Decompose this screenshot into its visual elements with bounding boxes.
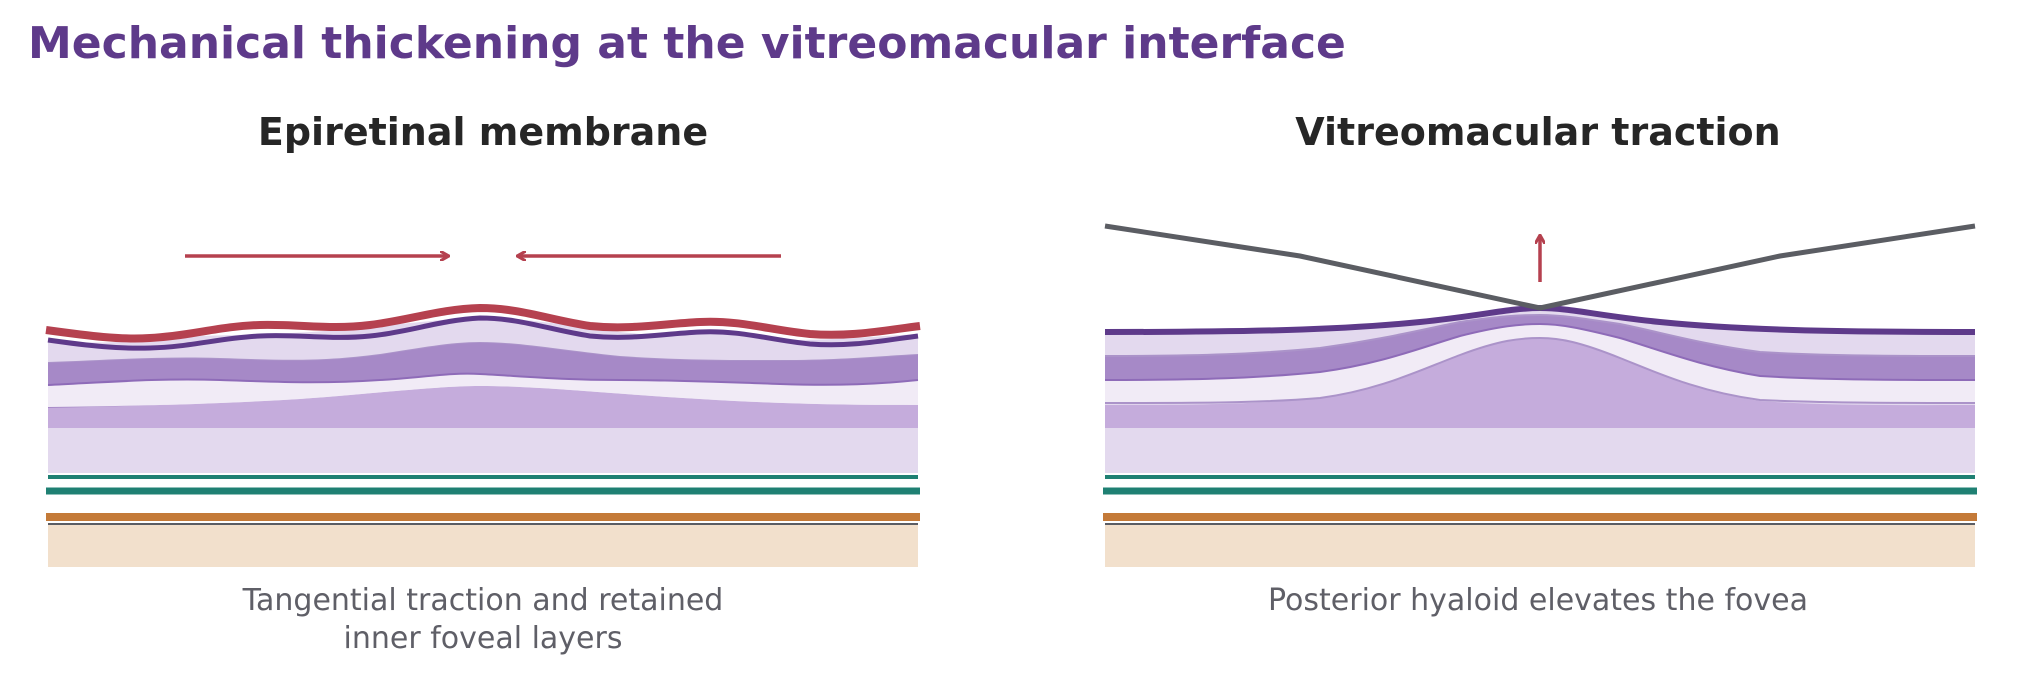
vmt-dark-layer-top <box>1104 313 1976 357</box>
panel-caption-erm-line2: inner foveal layers <box>343 621 623 656</box>
vmt-choroid <box>1105 523 1975 567</box>
erm-nerve-fiber-layer <box>48 318 918 362</box>
panel-title-erm: Epiretinal membrane <box>257 110 709 154</box>
panel-caption-erm-line1: Tangential traction and retained <box>242 583 724 618</box>
erm-dark-layer-bottom <box>47 372 919 386</box>
figure-title: Mechanical thickening at the vitreomacul… <box>28 18 1346 69</box>
erm-mid-layer <box>48 386 918 428</box>
vmt-dark-layer <box>1105 315 1975 380</box>
erm-ilm-line <box>47 315 919 351</box>
panel-title-vmt: Vitreomacular traction <box>1295 110 1781 154</box>
vmt-posterior-hyaloid <box>1104 223 1976 311</box>
erm-membrane-line <box>45 303 921 343</box>
vmt-pale-layer <box>1105 324 1975 403</box>
erm-choroid <box>48 523 918 567</box>
erm-dark-layer <box>48 342 918 385</box>
panel-caption-vmt-line1: Posterior hyaloid elevates the fovea <box>1268 583 1808 618</box>
erm-panel <box>45 256 921 567</box>
vmt-dark-layer-bottom <box>1104 322 1976 381</box>
vmt-pale-layer-line <box>1104 336 1976 404</box>
panel-caption-vmt: Posterior hyaloid elevates the fovea <box>1098 582 1978 620</box>
panel-caption-erm: Tangential traction and retained inner f… <box>43 582 923 658</box>
vmt-mid-layer-fill <box>1105 340 1975 428</box>
vmt-panel <box>1103 223 1977 567</box>
